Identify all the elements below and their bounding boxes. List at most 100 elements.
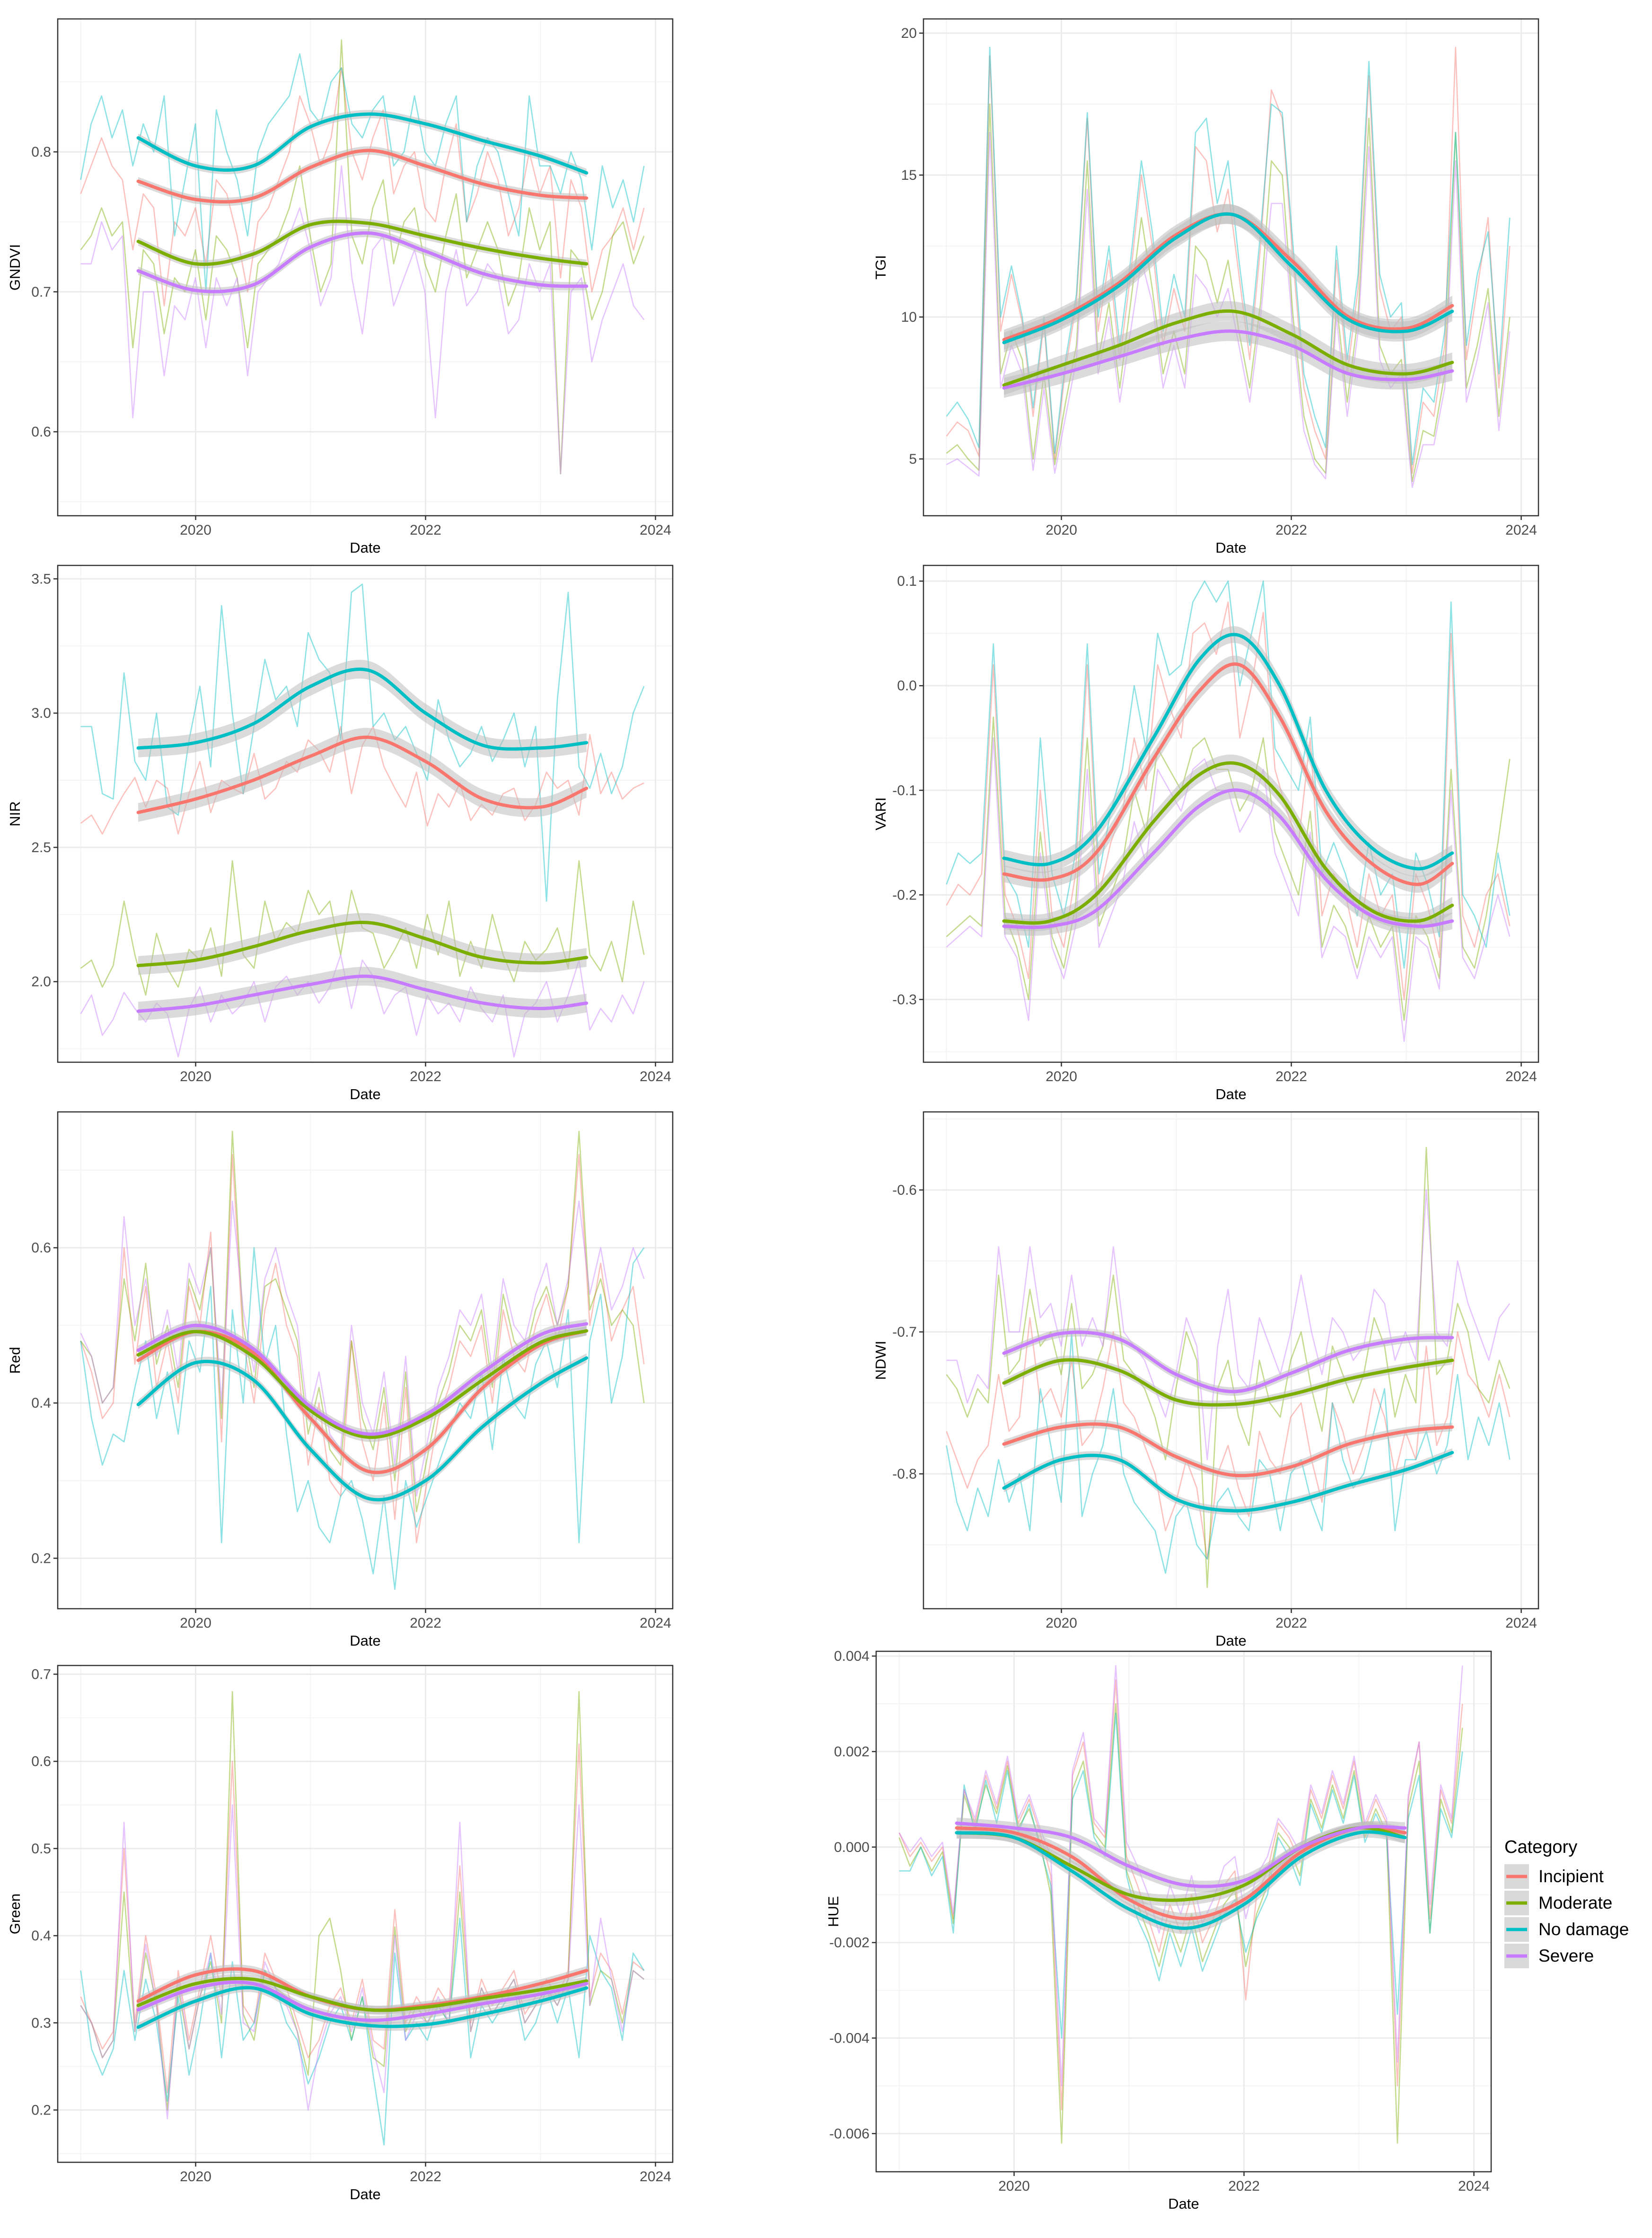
x-tick-label: 2024	[640, 2169, 671, 2185]
legend-label: Severe	[1538, 1946, 1594, 1965]
y-tick-label: 3.0	[31, 705, 51, 721]
y-tick-label: 0.6	[31, 424, 51, 440]
smooth-severe	[1002, 1330, 1454, 1393]
x-axis-title: Date	[350, 539, 380, 556]
smooth-incipient	[136, 1329, 589, 1474]
raw-series-severe	[946, 1189, 1511, 1461]
y-tick-label: 0.3	[31, 2015, 51, 2031]
panel-nir: 2020 2022 2024 2.0 2.5 3.0 3.5 Date NIR	[7, 564, 674, 1102]
legend-item-incipient: Incipient	[1504, 1864, 1604, 1889]
panel-background	[58, 19, 673, 516]
smooth-severe	[136, 231, 589, 293]
ribbon-severe	[1004, 782, 1452, 936]
plot-area	[946, 46, 1511, 488]
raw-series-moderate	[946, 103, 1511, 483]
raw-series-incipient	[80, 1154, 645, 1543]
x-tick-label: 2020	[180, 2169, 211, 2185]
x-axis-title: Date	[1215, 1086, 1246, 1102]
smooth-severe	[136, 1322, 589, 1436]
smooth-incipient	[1002, 662, 1454, 886]
y-tick-label: 2.0	[31, 974, 51, 990]
raw-series-severe	[80, 1200, 645, 1497]
raw-series-incipient	[946, 1317, 1511, 1560]
y-tick-label: 3.5	[31, 571, 51, 587]
legend-item-severe: Severe	[1504, 1944, 1594, 1968]
raw-series-no-damage	[946, 46, 1511, 466]
smooth-severe	[1002, 788, 1454, 929]
panel-vari: 2020 2022 2024 -0.3 -0.2 -0.1 0.0 0.1 Date VARI	[872, 564, 1539, 1102]
plot-area	[80, 1691, 645, 2146]
panel-border	[57, 564, 674, 1063]
y-axis-title: Red	[7, 1347, 23, 1374]
raw-series-severe	[80, 165, 645, 475]
legend-title: Category	[1504, 1837, 1577, 1857]
x-axis-title: Date	[350, 1086, 380, 1102]
panel-hue: 2020 2022 2024 -0.006 -0.004 -0.002 0.000 0.002…	[825, 1648, 1492, 2212]
y-tick-label: -0.2	[892, 887, 917, 903]
y-axis-title: NIR	[7, 801, 23, 826]
raw-series-moderate	[80, 1130, 645, 1513]
x-tick-label: 2024	[1505, 1615, 1537, 1631]
legend-label: Incipient	[1538, 1867, 1604, 1886]
smooth-moderate	[1002, 761, 1454, 925]
y-axis-title: GNDVI	[7, 244, 23, 291]
plot-area	[80, 1130, 645, 1590]
x-tick-label: 2024	[1505, 522, 1537, 538]
panel-border	[57, 1665, 674, 2163]
raw-series-severe	[80, 954, 645, 1057]
smooth-no-damage	[136, 667, 589, 751]
panel-background	[58, 1665, 673, 2162]
ribbon-no-damage	[957, 1826, 1405, 1934]
x-tick-label: 2022	[410, 1615, 441, 1631]
y-tick-label: -0.6	[892, 1182, 917, 1198]
y-tick-label: 15	[901, 167, 917, 183]
panel-border	[923, 1111, 1539, 1610]
x-tick-label: 2020	[1046, 1069, 1077, 1084]
smooth-severe	[136, 974, 589, 1013]
smooth-incipient	[136, 149, 589, 204]
plot-area	[80, 583, 645, 1057]
y-axis-title: NDWI	[872, 1341, 889, 1380]
raw-series-no-damage	[80, 53, 645, 293]
smooth-moderate	[136, 220, 589, 266]
raw-series-no-damage	[80, 1247, 645, 1590]
legend-label: Moderate	[1538, 1893, 1612, 1912]
y-tick-label: 0.8	[31, 144, 51, 160]
x-tick-label: 2020	[1046, 522, 1077, 538]
ribbon-incipient	[138, 146, 587, 206]
panel-ndwi: 2020 2022 2024 -0.8 -0.7 -0.6 Date NDWI	[872, 1111, 1539, 1649]
y-tick-label: 0.4	[31, 1928, 51, 1944]
plot-area	[80, 39, 645, 475]
smooth-no-damage	[1002, 633, 1454, 871]
y-tick-label: -0.3	[892, 992, 917, 1007]
y-tick-label: 0.000	[834, 1840, 870, 1855]
y-tick-label: 5	[909, 451, 917, 467]
panel-border	[57, 18, 674, 517]
panel-tgi: 2020 2022 2024 5 10 15 20 Date TGI	[872, 18, 1539, 556]
y-tick-label: 2.5	[31, 840, 51, 855]
smooth-incipient	[1002, 1422, 1454, 1478]
x-tick-label: 2022	[1228, 2178, 1260, 2194]
y-axis-title: HUE	[825, 1896, 842, 1927]
raw-series-moderate	[946, 1146, 1511, 1588]
y-tick-label: 0.6	[31, 1754, 51, 1770]
legend: Category Incipient Moderate No damage Sever…	[1504, 1837, 1629, 1968]
raw-series-incipient	[80, 67, 645, 307]
x-tick-label: 2024	[640, 522, 671, 538]
legend-item-moderate: Moderate	[1504, 1891, 1612, 1915]
smooth-severe	[955, 1821, 1407, 1888]
raw-series-no-damage	[946, 580, 1511, 969]
x-tick-label: 2024	[1505, 1069, 1537, 1084]
smooth-no-damage	[136, 112, 589, 175]
y-tick-label: -0.1	[892, 783, 917, 798]
x-tick-label: 2024	[640, 1615, 671, 1631]
legend-keys: Incipient Moderate No damage Severe	[1504, 1864, 1629, 1968]
panel-border	[875, 1650, 1492, 2173]
smooth-no-damage	[1002, 212, 1454, 344]
smooth-moderate	[136, 1976, 589, 2012]
panel-green: 2020 2022 2024 0.2 0.3 0.4 0.5 0.6 0.7 Date Green	[7, 1665, 674, 2203]
ribbon-no-damage	[138, 660, 587, 758]
panel-gndvi: 2020 2022 2024 0.6 0.7 0.8 Date GNDVI	[7, 18, 674, 556]
y-axis-title: TGI	[872, 255, 889, 280]
